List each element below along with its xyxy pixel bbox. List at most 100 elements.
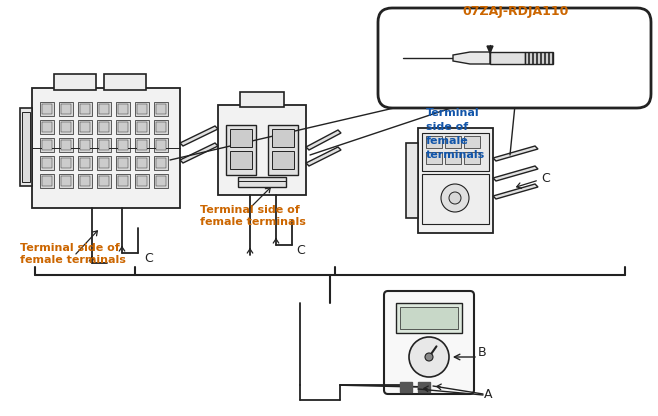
Bar <box>118 104 128 114</box>
Polygon shape <box>180 126 218 146</box>
Bar <box>396 303 462 333</box>
Bar <box>406 143 418 218</box>
Bar <box>156 140 166 150</box>
Bar <box>78 120 92 134</box>
Bar <box>418 128 493 233</box>
Bar <box>272 151 294 169</box>
Bar <box>61 176 71 186</box>
Bar <box>135 120 149 134</box>
Polygon shape <box>493 166 538 181</box>
Bar <box>240 92 284 107</box>
Bar <box>80 176 90 186</box>
Bar <box>137 176 147 186</box>
Bar <box>42 122 52 132</box>
Bar <box>40 102 54 116</box>
Text: Terminal: Terminal <box>426 108 480 118</box>
Bar <box>490 52 525 64</box>
Bar <box>22 112 30 182</box>
Bar <box>40 138 54 152</box>
Bar <box>42 158 52 168</box>
Bar <box>99 104 109 114</box>
Bar <box>464 152 480 164</box>
Polygon shape <box>487 46 493 53</box>
Bar <box>80 122 90 132</box>
Bar <box>116 138 130 152</box>
Bar <box>80 104 90 114</box>
FancyBboxPatch shape <box>384 291 474 394</box>
Bar <box>537 52 540 64</box>
Text: side of: side of <box>426 122 468 132</box>
Bar <box>78 138 92 152</box>
Bar <box>218 105 306 195</box>
Bar <box>59 156 73 170</box>
Bar <box>61 104 71 114</box>
Circle shape <box>441 184 469 212</box>
Bar <box>42 176 52 186</box>
Bar <box>61 140 71 150</box>
Bar <box>445 136 461 148</box>
Bar <box>156 122 166 132</box>
Bar <box>99 158 109 168</box>
Polygon shape <box>453 52 490 64</box>
Bar <box>32 88 180 208</box>
Bar <box>137 122 147 132</box>
Bar <box>135 156 149 170</box>
Bar <box>80 158 90 168</box>
Bar <box>525 52 553 64</box>
Bar <box>20 108 32 186</box>
Bar <box>78 102 92 116</box>
Text: B: B <box>478 347 487 359</box>
Text: Terminal side of: Terminal side of <box>200 205 300 215</box>
Bar <box>97 102 111 116</box>
Text: C: C <box>541 171 549 185</box>
Bar <box>156 176 166 186</box>
Polygon shape <box>493 184 538 199</box>
Bar <box>137 104 147 114</box>
Bar <box>541 52 544 64</box>
Bar <box>272 129 294 147</box>
Bar <box>445 152 461 164</box>
Bar <box>97 138 111 152</box>
Bar <box>226 125 256 175</box>
Bar <box>154 174 168 188</box>
Bar <box>99 176 109 186</box>
Polygon shape <box>180 143 218 163</box>
Bar <box>137 158 147 168</box>
Bar <box>54 74 96 90</box>
Bar <box>238 177 286 187</box>
Bar <box>426 136 442 148</box>
Bar <box>154 138 168 152</box>
Bar <box>118 122 128 132</box>
Bar <box>400 307 458 329</box>
Bar <box>116 156 130 170</box>
Bar <box>154 120 168 134</box>
Text: A: A <box>484 389 492 401</box>
Bar <box>97 174 111 188</box>
Bar <box>545 52 548 64</box>
Bar <box>418 382 430 392</box>
Bar <box>40 156 54 170</box>
Bar <box>118 140 128 150</box>
Bar <box>549 52 552 64</box>
Bar <box>78 174 92 188</box>
Bar <box>59 120 73 134</box>
Bar <box>400 382 412 392</box>
Bar <box>230 151 252 169</box>
Bar <box>80 140 90 150</box>
Bar <box>464 136 480 148</box>
Bar <box>422 174 489 224</box>
Bar <box>154 102 168 116</box>
Bar <box>99 122 109 132</box>
Bar <box>118 158 128 168</box>
Polygon shape <box>493 146 538 161</box>
Bar <box>78 156 92 170</box>
Bar <box>422 133 489 171</box>
Bar <box>116 120 130 134</box>
Bar <box>59 102 73 116</box>
Bar <box>59 174 73 188</box>
Bar <box>135 138 149 152</box>
Bar <box>97 120 111 134</box>
Polygon shape <box>306 130 341 150</box>
Text: 07ZAJ-RDJA110: 07ZAJ-RDJA110 <box>463 5 569 18</box>
Bar <box>135 102 149 116</box>
